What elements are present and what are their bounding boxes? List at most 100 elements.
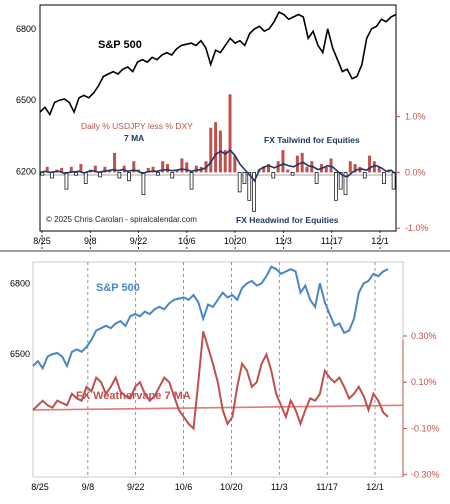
bottom-weathervane-label: FX Weathervane 7 MA	[76, 390, 191, 402]
top-x-tick-label: 8/25	[33, 236, 51, 246]
top-bar	[146, 167, 150, 173]
top-x-tick-label: 10/6	[178, 236, 196, 246]
top-bar	[103, 166, 107, 173]
top-bar	[194, 165, 198, 173]
bottom-left-tick-label: 6500	[10, 349, 30, 359]
top-bar	[60, 167, 64, 173]
top-bar	[368, 155, 372, 173]
bottom-x-tick-label: 9/22	[127, 482, 145, 492]
top-bar	[223, 150, 227, 173]
bottom-right-tick-label: 0.10%	[411, 377, 437, 387]
bottom-x-tick-label: 10/20	[220, 482, 243, 492]
top-bar	[151, 166, 155, 173]
top-bar	[83, 172, 88, 184]
top-x-tick-label: 9/22	[130, 236, 148, 246]
top-spx-line	[39, 11, 397, 117]
bottom-right-tick-label: 0.30%	[411, 331, 437, 341]
top-x-tick-label: 10/20	[224, 236, 247, 246]
top-bar	[271, 172, 276, 179]
top-copyright: © 2025 Chris Carolan - spiralcalendar.co…	[46, 215, 197, 224]
top-bar	[156, 172, 160, 176]
bottom-x-tick-label: 11/3	[271, 482, 288, 492]
top-bar	[247, 172, 252, 201]
top-bar	[180, 158, 184, 173]
top-bar	[237, 172, 242, 193]
top-x-tick-label: 11/3	[275, 236, 292, 246]
top-x-tick-label: 11/17	[321, 236, 343, 246]
bottom-x-tick-label: 12/1	[366, 482, 384, 492]
top-left-axis: 6800 6500 6200	[16, 24, 36, 177]
top-bar	[281, 150, 285, 173]
bottom-left-tick-label: 6800	[10, 278, 30, 288]
top-bar	[353, 164, 357, 173]
top-bar	[64, 172, 69, 190]
top-bar	[117, 172, 122, 179]
top-bar	[214, 122, 218, 173]
bottom-x-tick-label: 11/17	[316, 482, 338, 492]
top-spx-label: S&P 500	[98, 39, 142, 51]
top-bar	[290, 172, 295, 176]
top-bar	[242, 172, 247, 184]
top-bar	[286, 169, 290, 173]
top-tailwind-label: FX Tailwind for Equities	[264, 135, 360, 145]
top-x-tick-label: 12/1	[371, 236, 389, 246]
top-bar	[45, 166, 49, 173]
top-bar	[189, 172, 194, 190]
top-bar	[233, 155, 237, 173]
top-bar	[69, 166, 73, 173]
top-bar	[79, 164, 83, 173]
top-bar	[343, 172, 348, 196]
top-right-tick-label: -1.0%	[405, 223, 429, 233]
top-bar	[382, 172, 386, 184]
top-bar	[305, 166, 309, 173]
top-bar-label: Daily % USDJPY less % DXY	[81, 121, 193, 131]
bottom-x-tick-label: 10/6	[175, 482, 193, 492]
top-bar	[329, 158, 333, 173]
top-panel: 6800 6500 6200 1.0% 0.0% -1.0% S&P 500 Daily…	[16, 4, 429, 233]
top-bar	[132, 161, 136, 173]
top-bar	[314, 172, 319, 184]
top-right-axis: 1.0% 0.0% -1.0%	[396, 112, 429, 233]
top-bar	[165, 164, 169, 173]
top-bar	[324, 166, 328, 173]
top-plot-frame	[39, 4, 397, 232]
top-bar	[262, 166, 266, 173]
top-bar	[228, 94, 232, 173]
bottom-x-axis: 8/25 9/8 9/22 10/6 10/20 11/3 11/17 12/1	[31, 482, 384, 492]
bottom-left-axis: 6800 6500	[10, 278, 30, 359]
top-bar	[377, 166, 381, 173]
top-headwind-label: FX Headwind for Equities	[236, 215, 339, 225]
top-right-tick-label: 1.0%	[405, 112, 426, 122]
top-bar	[170, 172, 175, 179]
top-left-tick-label: 6500	[16, 95, 36, 105]
top-bar	[348, 161, 352, 173]
bottom-right-tick-label: -0.10%	[411, 423, 440, 433]
top-bar	[50, 172, 54, 179]
top-bar	[209, 127, 213, 173]
top-bar	[338, 172, 343, 190]
top-bar	[113, 152, 117, 173]
top-bar	[252, 172, 256, 212]
top-x-axis: 8/25 9/8 9/22 10/6 10/20 11/3 11/17 12/1	[33, 231, 389, 250]
bottom-trend-line	[32, 404, 404, 411]
top-bar	[334, 172, 338, 201]
top-left-tick-label: 6200	[16, 167, 36, 177]
top-ma-label: 7 MA	[124, 133, 144, 143]
top-bar	[267, 164, 271, 173]
top-bar	[391, 172, 396, 190]
top-bar	[127, 172, 131, 182]
top-bar	[175, 169, 179, 173]
top-bar	[141, 172, 146, 196]
top-bar	[185, 162, 189, 173]
top-bar	[74, 172, 78, 176]
top-right-tick-label: 0.0%	[405, 167, 426, 177]
bottom-x-tick-label: 8/25	[31, 482, 49, 492]
bottom-weathervane-line	[32, 331, 389, 431]
bottom-right-axis: 0.30% 0.10% -0.10% -0.30%	[402, 331, 440, 480]
top-bar	[362, 172, 367, 179]
bottom-x-tick-label: 9/8	[82, 482, 95, 492]
top-left-tick-label: 6800	[16, 24, 36, 34]
